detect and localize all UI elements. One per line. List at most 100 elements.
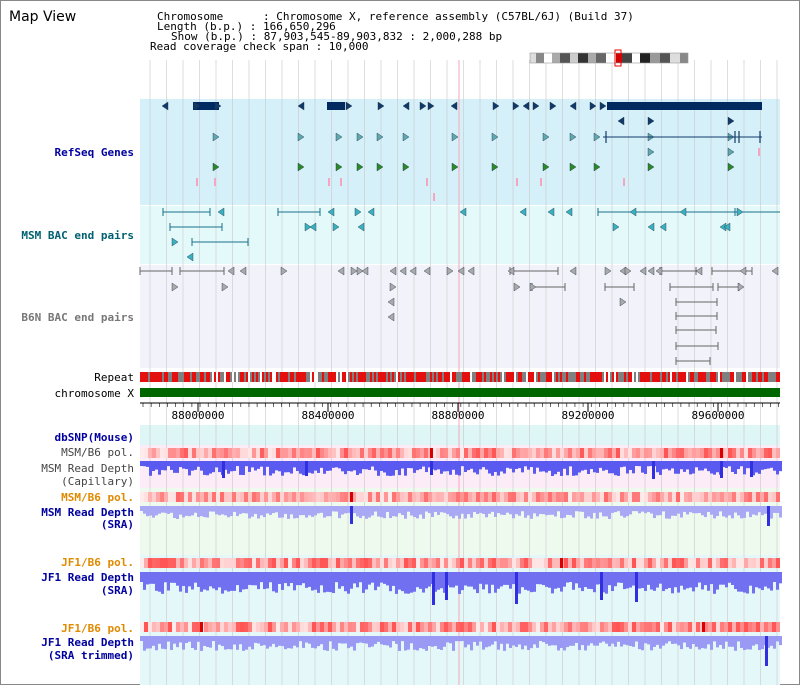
pol-heat-cell (652, 622, 656, 632)
label-refseq-genes[interactable]: RefSeq Genes (54, 146, 134, 159)
depth-bar (293, 636, 296, 646)
msm-bac-arrow (565, 207, 573, 217)
pol-heat-cell (300, 558, 304, 568)
depth-bar (593, 506, 596, 513)
depth-bar (356, 636, 359, 644)
depth-bar (629, 506, 632, 515)
pol-heat-cell (524, 558, 528, 568)
pol-heat-cell (680, 448, 684, 458)
label-msm-bac[interactable]: MSM BAC end pairs (21, 229, 134, 242)
depth-bar (470, 461, 473, 469)
depth-bar (473, 572, 476, 590)
repeat-segment (264, 372, 266, 382)
pol-heat-cell (204, 622, 208, 632)
pol-heat-cell (268, 558, 272, 568)
pol-heat-cell (564, 492, 568, 502)
pol-heat-cell (416, 558, 420, 568)
pol-heat-cell (568, 448, 572, 458)
depth-bar (734, 572, 737, 590)
pol-heat-cell (632, 558, 636, 568)
repeat-segment (574, 372, 576, 382)
pol-heat-cell (368, 558, 372, 568)
b6n-bac-arrow (739, 266, 747, 276)
gene-block (193, 102, 219, 110)
repeat-segment (368, 372, 370, 382)
repeat-segment (360, 372, 362, 382)
repeat-segment (198, 372, 200, 382)
depth-bar (278, 636, 281, 646)
gene-arrow (569, 101, 577, 111)
pol-heat-cell (564, 448, 568, 458)
repeat-segment (186, 372, 188, 382)
repeat-segment (290, 372, 292, 382)
depth-bar (605, 636, 608, 644)
depth-bar (764, 461, 767, 470)
depth-bar (188, 572, 191, 587)
depth-bar (476, 572, 479, 594)
depth-bar (641, 461, 644, 473)
depth-bar (713, 636, 716, 642)
depth-bar (248, 506, 251, 519)
depth-bar (539, 572, 542, 585)
depth-bar (599, 636, 602, 643)
repeat-segment (470, 372, 472, 382)
depth-bar (689, 636, 692, 649)
pol-heat-cell (256, 622, 260, 632)
depth-bar (668, 572, 671, 588)
gene-arrow (617, 116, 625, 126)
pol-heat-cell (672, 492, 676, 502)
repeat-segment (622, 372, 624, 382)
pol-heat-cell (240, 558, 244, 568)
depth-bar (647, 461, 650, 467)
depth-bar (626, 636, 629, 646)
depth-bar (428, 461, 431, 468)
depth-bar (224, 506, 227, 516)
depth-spike (635, 572, 638, 602)
depth-bar (260, 506, 263, 516)
depth-bar (326, 572, 329, 592)
label-dbsnp[interactable]: dbSNP(Mouse) (54, 431, 134, 444)
pol-heat-cell (756, 448, 760, 458)
pol-heat-cell (224, 558, 228, 568)
pol-heat-cell (724, 492, 728, 502)
label-b6n-bac[interactable]: B6N BAC end pairs (21, 311, 134, 324)
depth-bar (335, 636, 338, 651)
pol-heat-cell (264, 492, 268, 502)
repeat-segment (526, 372, 528, 382)
depth-bar (185, 572, 188, 593)
repeat-segment (686, 372, 688, 382)
depth-bar (683, 506, 686, 512)
depth-bar (638, 572, 641, 589)
ideogram-band (616, 53, 622, 63)
depth-bar (281, 636, 284, 647)
depth-bar (416, 506, 419, 519)
repeat-segment (542, 372, 544, 382)
pol-heat-cell (452, 492, 456, 502)
repeat-segment (270, 372, 272, 382)
pol-heat-cell (264, 448, 268, 458)
pol-heat-cell (332, 622, 336, 632)
depth-bar (146, 636, 149, 649)
depth-bar (641, 506, 644, 512)
depth-bar (314, 461, 317, 471)
depth-bar (662, 572, 665, 592)
repeat-segment (654, 372, 656, 382)
depth-bar (140, 506, 143, 512)
pol-heat-cell (600, 558, 604, 568)
depth-bar (689, 506, 692, 513)
repeat-segment (718, 372, 720, 382)
pol-heat-cell (360, 558, 364, 568)
depth-bar (614, 636, 617, 647)
repeat-segment (746, 372, 748, 382)
depth-bar (317, 506, 320, 514)
pol-heat-cell (648, 492, 652, 502)
repeat-segment (210, 372, 212, 382)
repeat-segment (326, 372, 328, 382)
depth-bar (452, 572, 455, 588)
pol-heat-cell (504, 558, 508, 568)
axis-tick-label: 88400000 (302, 409, 355, 422)
pol-heat-cell (564, 622, 568, 632)
ideogram-band (544, 53, 552, 63)
depth-bar (173, 572, 176, 583)
